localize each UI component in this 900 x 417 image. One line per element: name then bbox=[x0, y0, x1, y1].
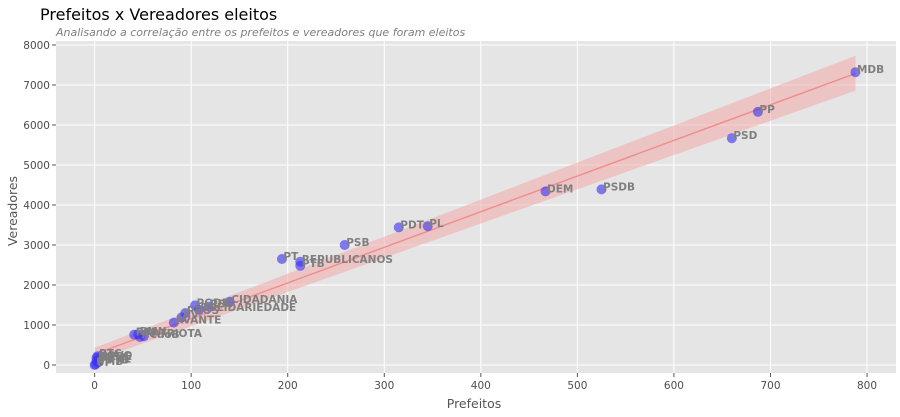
point-label: PODE bbox=[197, 297, 230, 309]
y-tick-label: 4000 bbox=[23, 200, 50, 212]
point-label: PTC bbox=[99, 348, 122, 360]
data-point bbox=[726, 133, 737, 144]
data-point bbox=[752, 106, 763, 117]
point-label: MDB bbox=[857, 64, 884, 76]
data-point bbox=[193, 304, 204, 315]
point-label: PTB bbox=[302, 258, 325, 270]
point-label: PSD bbox=[733, 130, 757, 142]
x-axis-label: Prefeitos bbox=[447, 396, 502, 411]
y-tick-label: 5000 bbox=[23, 160, 50, 172]
x-tick-label: 0 bbox=[91, 380, 98, 392]
data-point bbox=[224, 296, 235, 307]
point-label: AVANTE bbox=[175, 315, 221, 327]
point-label: CIDADANIA bbox=[231, 294, 298, 306]
data-points bbox=[89, 67, 861, 370]
point-label: PV bbox=[183, 309, 200, 321]
x-tick-label: 500 bbox=[567, 380, 587, 392]
point-label: PSC bbox=[210, 299, 233, 311]
data-point bbox=[295, 260, 306, 271]
chart-subtitle: Analisando a correlação entre os prefeit… bbox=[55, 26, 465, 39]
point-label: UP bbox=[96, 357, 113, 369]
point-label: PMN bbox=[140, 326, 167, 338]
point-label: NOVO bbox=[98, 350, 132, 362]
data-point bbox=[203, 301, 214, 312]
y-tick-label: 8000 bbox=[23, 40, 50, 52]
data-point bbox=[596, 184, 607, 195]
data-point bbox=[135, 332, 145, 342]
point-label: REDE bbox=[101, 351, 132, 363]
point-label: PSOL bbox=[100, 353, 131, 365]
point-label: PMB bbox=[97, 356, 123, 368]
y-axis-label: Vereadores bbox=[5, 176, 20, 246]
point-label: REPUBLICANOS bbox=[302, 254, 393, 266]
data-point bbox=[422, 221, 433, 232]
point-label: PATRIOTA bbox=[145, 328, 202, 340]
y-tick-label: 3000 bbox=[23, 240, 50, 252]
point-label: PSL bbox=[136, 327, 158, 339]
y-tick-label: 6000 bbox=[23, 120, 50, 132]
x-tick-label: 300 bbox=[374, 380, 394, 392]
data-point bbox=[393, 222, 404, 233]
point-label: DC bbox=[98, 353, 115, 365]
point-label: PRTB bbox=[99, 355, 129, 367]
point-label: PDT bbox=[400, 219, 424, 231]
point-label: PT bbox=[283, 251, 299, 263]
x-tick-label: 100 bbox=[181, 380, 201, 392]
data-point bbox=[276, 254, 287, 264]
data-point bbox=[89, 360, 100, 370]
data-point bbox=[176, 312, 187, 323]
regression-line-path bbox=[94, 72, 856, 355]
y-tick-label: 0 bbox=[43, 360, 50, 372]
y-tick-label: 7000 bbox=[23, 80, 50, 92]
point-label: PSDB bbox=[603, 181, 635, 193]
data-point bbox=[168, 317, 179, 328]
x-tick-label: 400 bbox=[471, 380, 491, 392]
regression-line bbox=[94, 72, 856, 355]
chart-title: Prefeitos x Vereadores eleitos bbox=[40, 5, 277, 24]
point-label: SOLIDARIEDADE bbox=[200, 302, 296, 314]
data-point bbox=[850, 67, 861, 78]
y-axis-ticks: 0 1000 2000 3000 4000 5000 6000 7000 8000 bbox=[23, 40, 56, 372]
point-label: PL bbox=[429, 218, 444, 230]
x-tick-label: 200 bbox=[278, 380, 298, 392]
x-axis-ticks: 0 100 200 300 400 500 600 700 800 bbox=[91, 373, 877, 392]
x-tick-label: 600 bbox=[664, 380, 684, 392]
point-label: PROS bbox=[187, 305, 219, 317]
x-tick-label: 700 bbox=[760, 380, 780, 392]
data-point bbox=[339, 240, 350, 250]
x-tick-label: 800 bbox=[857, 380, 877, 392]
point-label: PSB bbox=[346, 237, 369, 249]
data-point bbox=[540, 186, 551, 197]
y-tick-label: 1000 bbox=[23, 320, 50, 332]
point-label: PP bbox=[759, 104, 775, 116]
point-label: DEM bbox=[547, 183, 573, 195]
point-label: PCdoB bbox=[142, 329, 180, 341]
y-tick-label: 2000 bbox=[23, 280, 50, 292]
point-labels: MDB PP PSD PSDB DEM PL PDT PSB PT REPUBLICANOSPTB… bbox=[96, 64, 884, 369]
